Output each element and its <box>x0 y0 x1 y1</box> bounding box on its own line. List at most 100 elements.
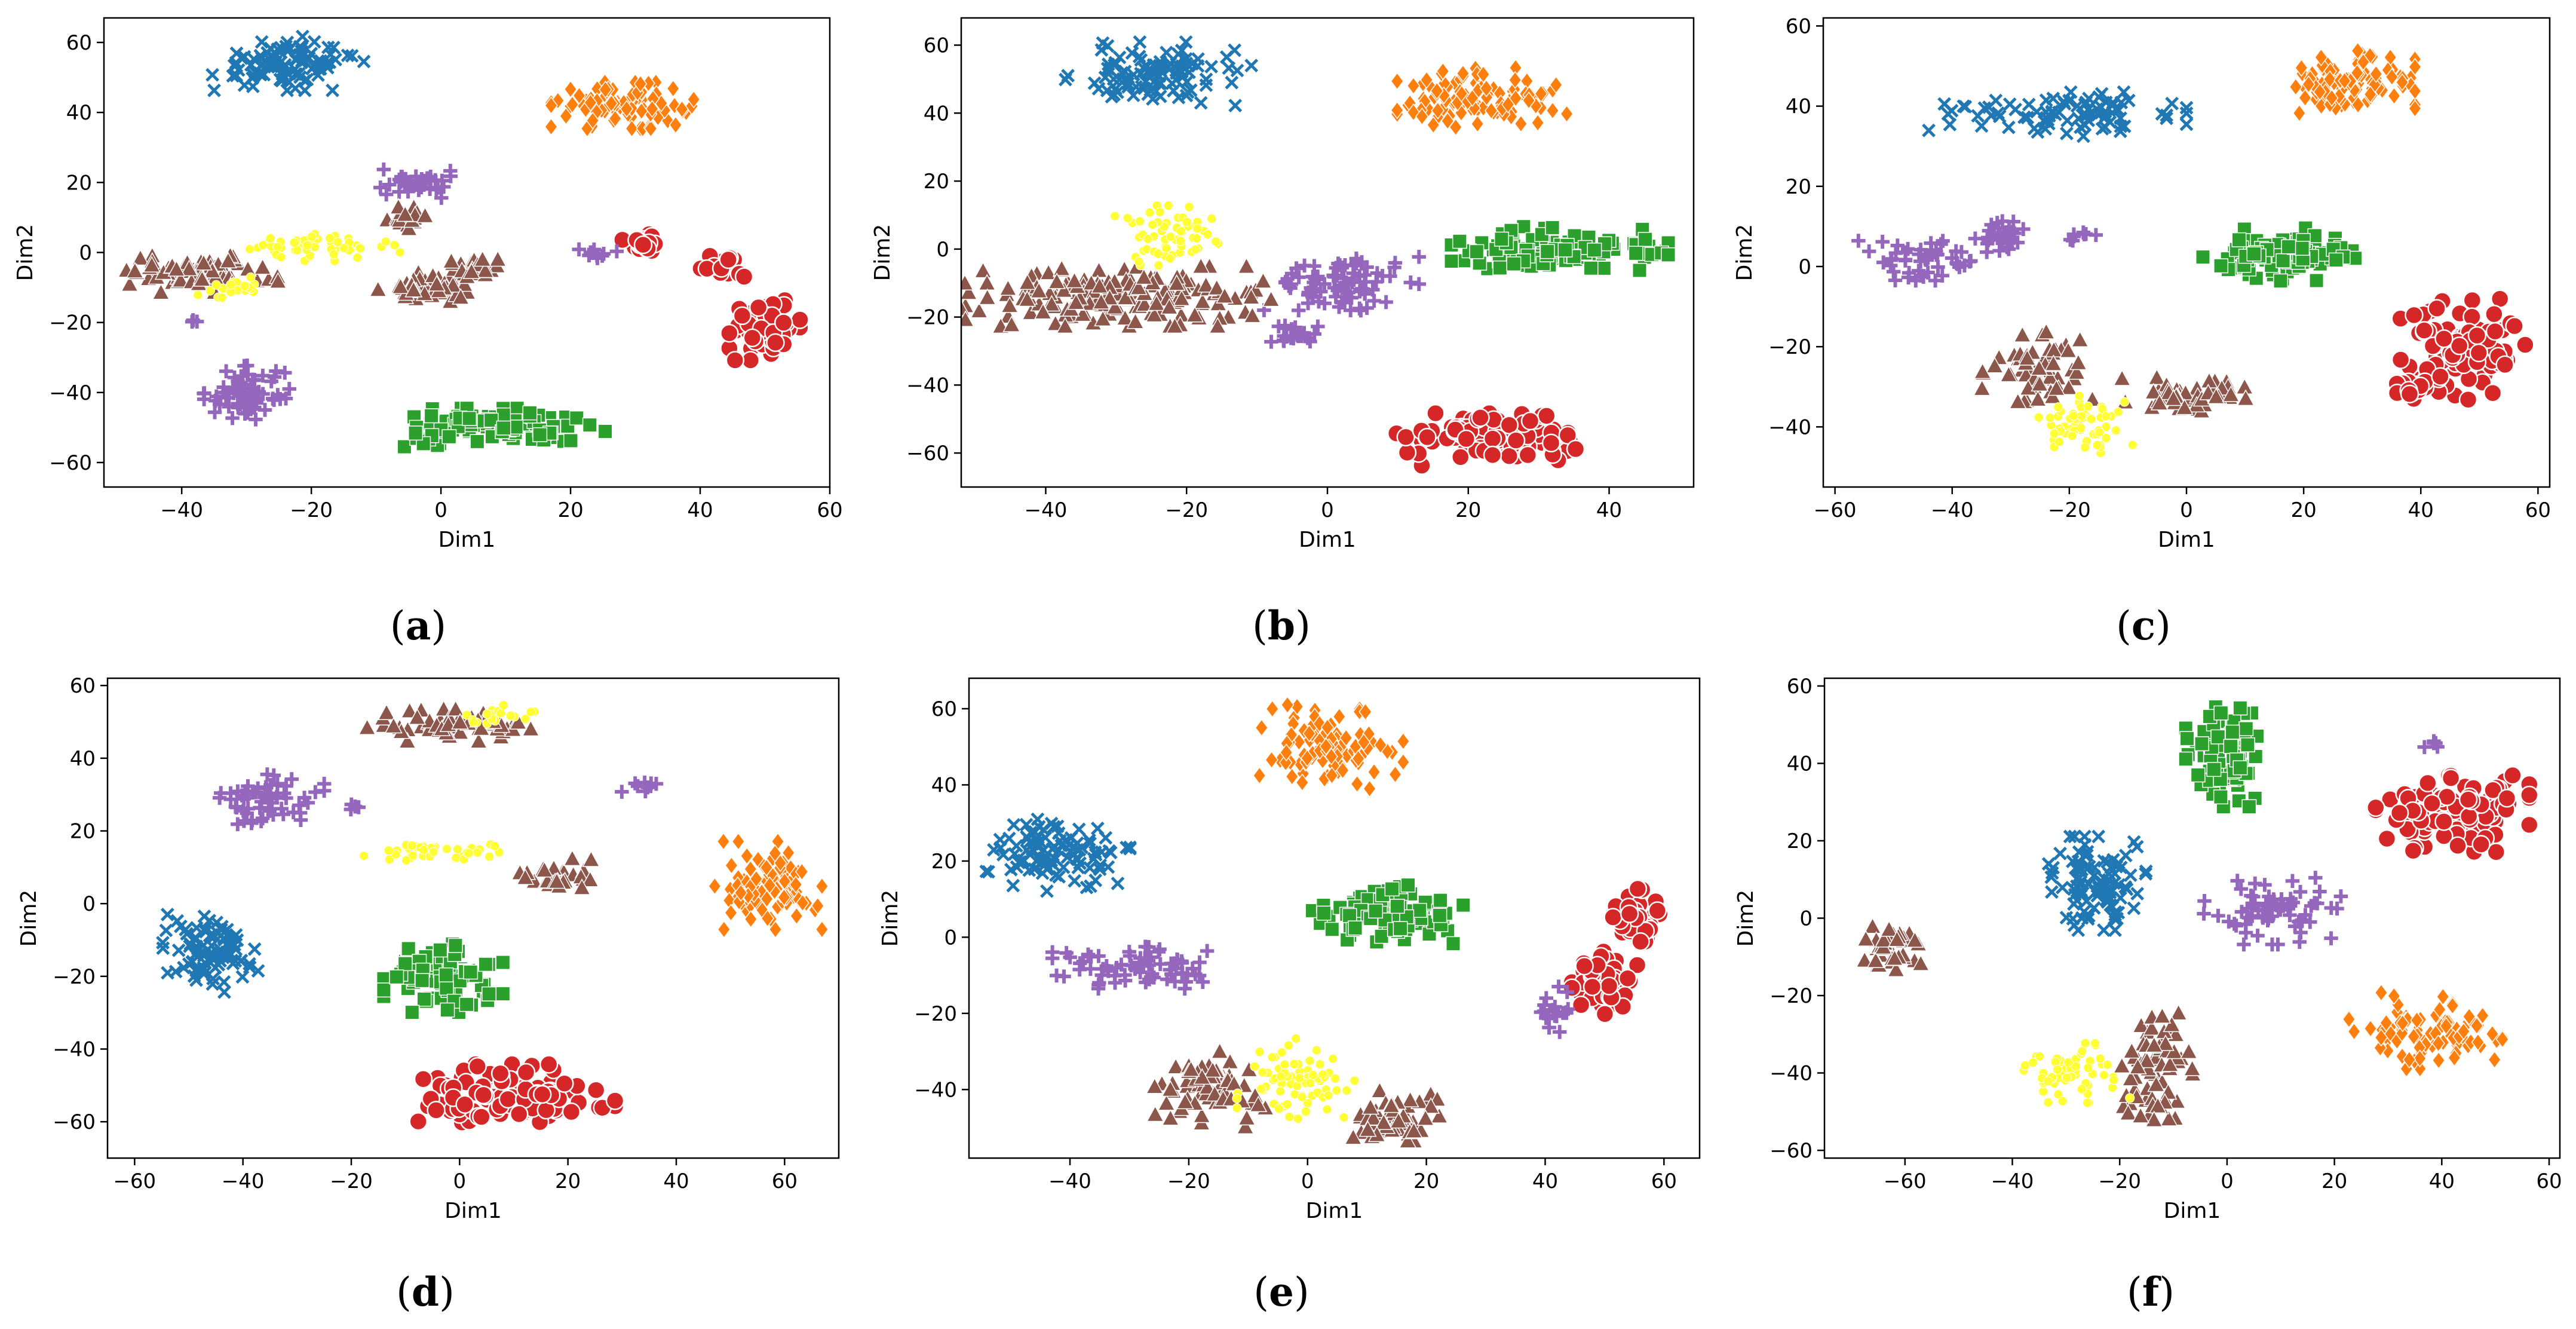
diamond-marker <box>625 120 639 138</box>
dot-marker <box>1280 1059 1290 1070</box>
circle-marker <box>498 1089 518 1109</box>
x-marker <box>2117 85 2131 99</box>
square-marker <box>478 957 493 972</box>
dot-marker <box>2127 440 2138 450</box>
triangle-marker <box>1375 1113 1393 1130</box>
dot-marker <box>1305 1056 1315 1066</box>
x-axis-title: Dim1 <box>438 528 496 552</box>
circle-marker <box>1566 439 1586 459</box>
x-marker <box>234 51 249 65</box>
triangle-marker <box>2237 389 2255 406</box>
x-marker <box>2118 880 2133 894</box>
diamond-marker <box>2495 1030 2510 1049</box>
y-tick-label: −20 <box>914 1002 957 1026</box>
circle-marker <box>455 1095 474 1114</box>
diamond-marker <box>1324 747 1338 766</box>
square-marker <box>2248 749 2264 764</box>
square-marker <box>1540 244 1555 259</box>
dot-marker <box>1191 233 1202 243</box>
dot-marker <box>1295 1073 1305 1083</box>
square-marker <box>1637 232 1653 247</box>
circle-marker <box>474 1085 493 1105</box>
diamond-marker <box>1479 79 1494 97</box>
square-marker <box>2281 239 2296 255</box>
x-marker <box>289 53 303 68</box>
diamond-marker <box>1549 76 1563 94</box>
x-marker <box>1056 860 1071 874</box>
plus-marker <box>1307 327 1322 341</box>
diamond-marker <box>634 102 649 120</box>
x-marker <box>2038 122 2053 136</box>
y-tick-label: −60 <box>1770 1139 1813 1163</box>
x-marker <box>228 954 243 968</box>
plus-marker <box>1551 979 1566 994</box>
plus-marker <box>1311 294 1326 309</box>
y-tick-label: −20 <box>49 311 92 335</box>
circle-marker <box>2405 305 2424 325</box>
triangle-marker <box>446 700 465 716</box>
circle-marker <box>2427 299 2446 318</box>
diamond-marker <box>1265 700 1280 718</box>
square-marker <box>1368 904 1384 919</box>
x-marker <box>1171 63 1185 77</box>
x-marker <box>2092 829 2106 844</box>
dot-marker <box>1297 1092 1307 1102</box>
plus-marker <box>2234 881 2249 896</box>
square-marker <box>1452 234 1467 249</box>
diamond-marker <box>1485 102 1498 120</box>
panel-label: (e) <box>1253 1269 1310 1315</box>
x-tick-label: −60 <box>113 1169 156 1193</box>
square-marker <box>438 981 454 996</box>
plus-marker <box>393 174 408 189</box>
dot-marker <box>2063 1057 2074 1068</box>
x-marker <box>1103 62 1117 76</box>
diamond-marker <box>1390 101 1404 120</box>
diamond-marker <box>1406 76 1421 95</box>
circle-marker <box>2516 335 2535 354</box>
diamond-marker <box>2369 65 2383 83</box>
square-marker <box>563 433 578 448</box>
dot-marker <box>2086 414 2096 424</box>
plus-marker <box>267 370 282 384</box>
x-marker <box>307 35 321 49</box>
plus-marker <box>1083 961 1098 976</box>
diamond-marker <box>605 94 618 113</box>
diamond-marker <box>661 111 675 130</box>
triangle-marker <box>2029 390 2047 407</box>
triangle-marker <box>1985 356 2004 373</box>
x-marker <box>2044 870 2059 884</box>
x-marker <box>2031 125 2045 139</box>
x-tick-label: 60 <box>1651 1169 1677 1193</box>
diamond-marker <box>1415 107 1429 126</box>
square-marker <box>1324 921 1340 937</box>
circle-marker <box>413 1070 433 1089</box>
plus-marker <box>1388 256 1403 270</box>
chart-panel-e: −40 −20 0 20 40 60 −40 −20 0 20 40 60 Dim1 Dim2 (e) <box>878 677 1701 1315</box>
triangle-marker <box>2069 353 2087 370</box>
plus-marker <box>1289 261 1304 275</box>
x-marker <box>294 44 308 58</box>
dot-marker <box>2092 440 2102 451</box>
circle-marker <box>1451 448 1470 467</box>
diamond-marker <box>1396 753 1410 771</box>
plus-marker <box>1930 247 1945 262</box>
circle-marker <box>1575 956 1594 976</box>
triangle-marker <box>1370 1081 1389 1098</box>
plus-marker <box>1160 972 1174 987</box>
x-marker <box>159 923 173 938</box>
x-marker <box>323 55 337 69</box>
dot-marker <box>2113 407 2123 417</box>
triangle-marker <box>2071 330 2089 347</box>
panel-label: (d) <box>396 1269 455 1315</box>
plus-marker <box>1059 946 1074 960</box>
x-marker <box>2108 923 2122 938</box>
plus-marker <box>1151 945 1166 959</box>
triangle-marker <box>2123 1042 2141 1059</box>
x-tick-label: −40 <box>222 1169 265 1193</box>
x-marker <box>185 955 200 969</box>
square-marker <box>401 941 416 956</box>
x-marker <box>2067 897 2081 911</box>
dot-marker <box>1175 236 1186 246</box>
dot-marker <box>496 708 506 718</box>
diamond-marker <box>2347 1022 2361 1041</box>
